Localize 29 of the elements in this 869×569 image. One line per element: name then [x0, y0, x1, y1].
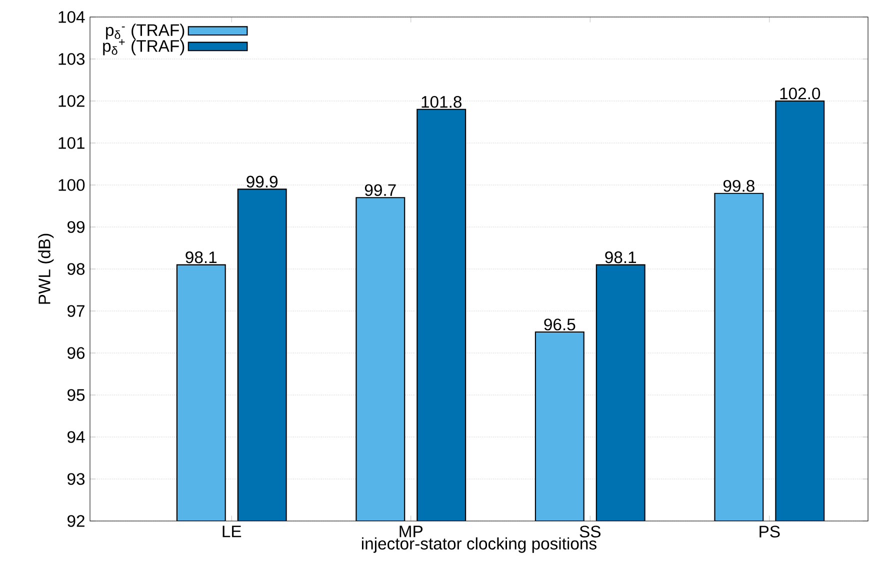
- y-tick-label: 103: [58, 53, 85, 65]
- y-tick-label: 95: [68, 389, 85, 401]
- data-label: 98.1: [186, 251, 217, 264]
- data-label: 98.1: [605, 251, 636, 264]
- legend-label: p$_{δ}$$^{+}$ (TRAF): [103, 39, 184, 56]
- data-label: 99.8: [723, 180, 754, 192]
- y-tick-label: 94: [68, 431, 85, 443]
- data-label: 101.8: [422, 96, 462, 108]
- x-tick-label: MP: [400, 526, 423, 538]
- y-tick-label: 92: [68, 515, 84, 527]
- y-tick-label: 100: [58, 179, 85, 191]
- data-label: 102.0: [780, 88, 820, 100]
- y-tick-label: 102: [58, 95, 84, 107]
- data-label: 96.5: [544, 318, 576, 330]
- y-tick-label: 99: [68, 221, 85, 233]
- y-tick-label: 97: [68, 305, 84, 317]
- y-tick-label: 101: [58, 137, 84, 149]
- y-tick-label: 104: [58, 11, 85, 23]
- y-tick-label: 96: [68, 347, 85, 359]
- x-tick-label: SS: [580, 526, 600, 538]
- y-tick-label: 98: [68, 263, 85, 275]
- x-axis-title: injector-stator clocking positions: [362, 537, 596, 553]
- y-axis-title: PWL (dB): [38, 234, 54, 304]
- x-tick-label: PS: [760, 526, 780, 538]
- data-label: 99.9: [246, 176, 278, 188]
- y-tick-label: 93: [68, 473, 85, 485]
- data-label: 99.7: [364, 184, 396, 196]
- legend-label: p$_{δ}$$^{-}$ (TRAF): [106, 24, 184, 40]
- x-tick-label: LE: [222, 526, 242, 538]
